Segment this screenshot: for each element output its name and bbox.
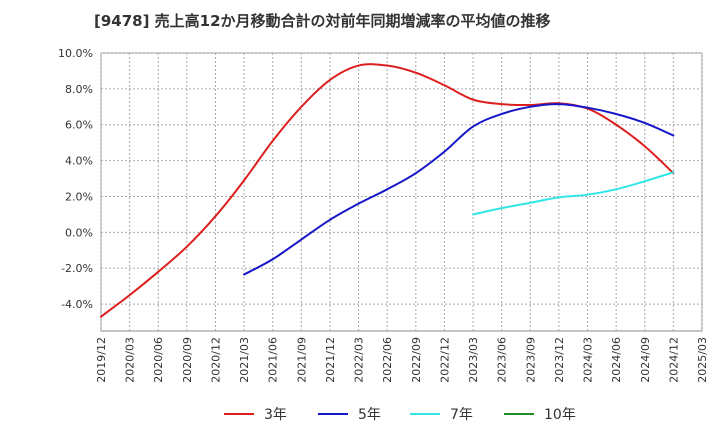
x-tick-label: 2024/09 [639,337,652,383]
y-tick-label: 4.0% [65,155,93,168]
y-tick-label: -2.0% [61,262,93,275]
series-layer [100,63,675,318]
x-tick-label: 2021/06 [267,337,280,383]
y-tick-label: 6.0% [65,119,93,132]
chart-title: [9478] 売上高12か月移動合計の対前年同期増減率の平均値の推移 [94,12,551,30]
y-tick-label: 8.0% [65,83,93,96]
y-tick-label: -4.0% [61,298,93,311]
y-tick-label: 0.0% [65,226,93,239]
x-tick-label: 2022/03 [353,337,366,383]
plot-frame [100,52,703,332]
x-tick-label: 2022/09 [410,337,423,383]
x-tick-label: 2021/03 [238,337,251,383]
x-tick-label: 2020/03 [124,337,137,383]
legend-label-1: 3年 [264,407,287,423]
series-line-2 [243,103,675,276]
x-tick-label: 2023/12 [553,337,566,383]
x-tick-label: 2023/03 [467,337,480,383]
legend-label-3: 7年 [450,407,473,423]
x-tick-label: 2019/12 [95,337,108,383]
x-tick-label: 2022/06 [381,337,394,383]
x-tick-label: 2025/03 [696,337,709,383]
x-tick-label: 2021/12 [324,337,337,383]
x-tick-label: 2024/03 [582,337,595,383]
legend-layer: 3年 5年 7年 10年 [224,407,576,423]
grid-layer [100,52,703,332]
x-tick-label: 2022/12 [438,337,451,383]
x-tick-label: 2023/06 [496,337,509,383]
axis-layer: 10.0% 8.0% 6.0% 4.0% 2.0% 0.0% -2.0% -4.0% 2019/… [58,47,709,383]
y-tick-label: 10.0% [58,47,93,60]
x-tick-label: 2020/06 [152,337,165,383]
y-tick-label: 2.0% [65,190,93,203]
x-tick-label: 2023/09 [524,337,537,383]
series-line-3 [472,171,675,216]
legend-label-2: 5年 [358,407,381,423]
x-tick-label: 2024/12 [667,337,680,383]
x-tick-label: 2020/12 [209,337,222,383]
x-tick-label: 2020/09 [181,337,194,383]
legend-label-4: 10年 [544,407,576,423]
x-tick-label: 2021/09 [295,337,308,383]
x-tick-label: 2024/06 [610,337,623,383]
